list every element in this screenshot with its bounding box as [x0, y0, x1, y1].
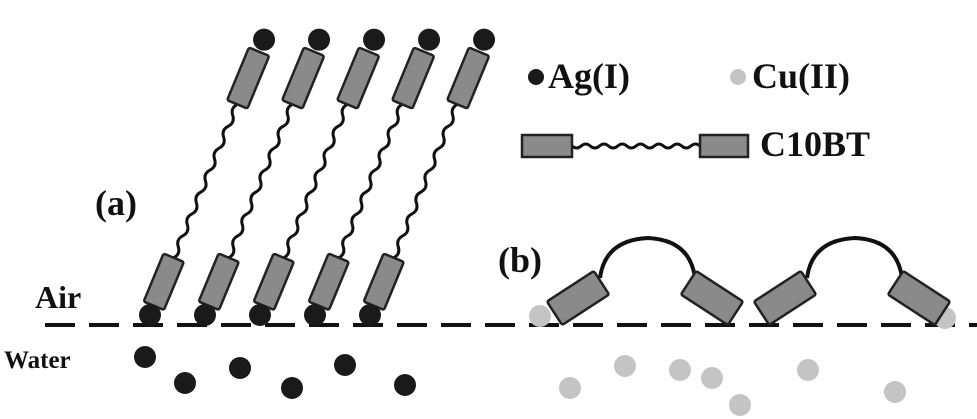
cu-ion	[701, 367, 723, 389]
head-group	[681, 271, 743, 325]
chain	[281, 103, 349, 258]
ag-ion	[334, 354, 356, 376]
phase-label: Air	[35, 279, 81, 315]
ag-ion	[134, 346, 156, 368]
head-group	[309, 254, 349, 310]
ag-ion	[394, 374, 416, 396]
ag-ion	[174, 372, 196, 394]
diagram: (a) (b) Air Water Ag(I) Cu(II) C10BT	[0, 0, 977, 419]
legend-label: C10BT	[760, 124, 870, 164]
phase-label: Water	[4, 347, 71, 374]
cu-ion	[669, 359, 691, 381]
chain	[336, 103, 404, 258]
chain	[226, 103, 294, 258]
cu-ion	[797, 359, 819, 381]
head-group	[199, 254, 239, 310]
panel-label: (b)	[498, 240, 542, 280]
head-group	[227, 47, 269, 108]
chain	[600, 238, 695, 278]
legend-label: Cu(II)	[752, 56, 850, 96]
head-group	[447, 47, 489, 108]
cu-ion	[729, 394, 751, 416]
cu-ion	[614, 355, 636, 377]
head-group	[282, 47, 324, 108]
legend-cu	[730, 69, 746, 85]
head-group	[392, 47, 434, 108]
legend-ag	[528, 69, 544, 85]
head-group	[364, 254, 404, 310]
chain	[391, 103, 459, 258]
head-group	[254, 254, 294, 310]
head-group	[547, 271, 609, 325]
arch-molecule	[547, 238, 743, 325]
panel-label: (a)	[95, 183, 137, 223]
ag-ion	[281, 377, 303, 399]
head-group	[888, 271, 950, 325]
legend-chain	[572, 144, 700, 148]
chain	[807, 238, 902, 278]
ag-ion	[229, 357, 251, 379]
chain	[171, 103, 239, 258]
head-group	[754, 271, 816, 325]
legend-label: Ag(I)	[548, 56, 630, 96]
cu-ion	[884, 381, 906, 403]
legend-head	[700, 135, 748, 157]
head-group	[144, 254, 184, 310]
head-group	[337, 47, 379, 108]
cu-ion	[529, 305, 551, 327]
arch-molecule	[754, 238, 950, 325]
legend-head	[522, 135, 572, 157]
cu-ion	[559, 377, 581, 399]
